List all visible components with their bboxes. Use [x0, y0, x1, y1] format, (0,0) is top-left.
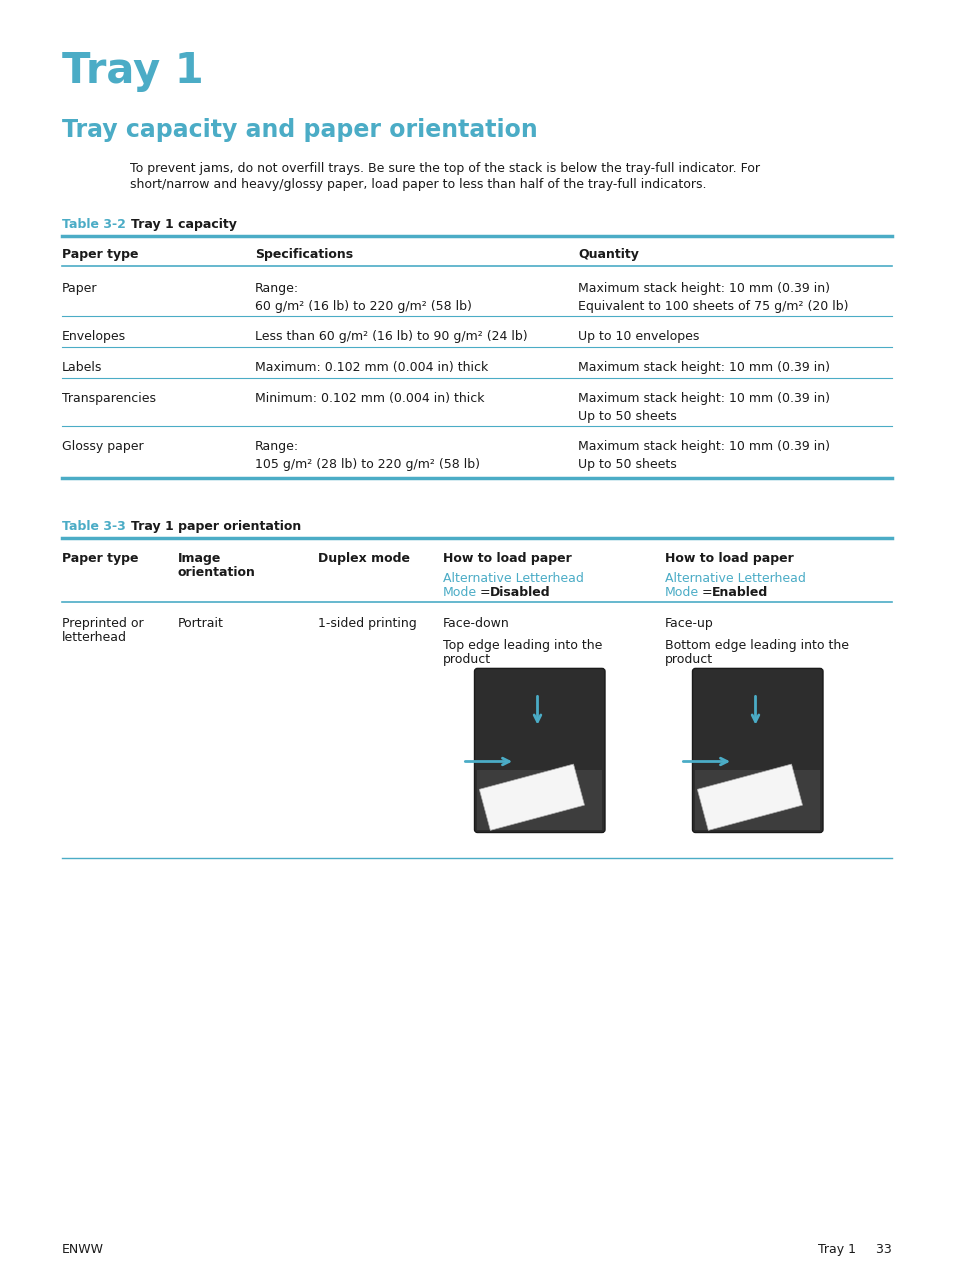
Text: Duplex mode: Duplex mode [317, 552, 410, 565]
Text: Minimum: 0.102 mm (0.004 in) thick: Minimum: 0.102 mm (0.004 in) thick [254, 392, 484, 405]
Text: Maximum stack height: 10 mm (0.39 in): Maximum stack height: 10 mm (0.39 in) [578, 392, 829, 405]
Text: How to load paper: How to load paper [442, 552, 571, 565]
Text: product: product [442, 653, 491, 665]
Text: Mode: Mode [664, 585, 699, 599]
FancyBboxPatch shape [692, 668, 822, 833]
Text: Maximum stack height: 10 mm (0.39 in): Maximum stack height: 10 mm (0.39 in) [578, 439, 829, 453]
Text: Tray 1 paper orientation: Tray 1 paper orientation [131, 519, 301, 533]
Text: =: = [701, 585, 716, 599]
Bar [477, 770, 601, 829]
Text: Range:: Range: [254, 282, 299, 295]
Text: orientation: orientation [178, 566, 255, 579]
Text: Envelopes: Envelopes [62, 330, 126, 343]
Text: Mode: Mode [442, 585, 476, 599]
Text: Up to 10 envelopes: Up to 10 envelopes [578, 330, 699, 343]
Text: Preprinted or: Preprinted or [62, 617, 144, 630]
Text: Tray 1 capacity: Tray 1 capacity [131, 218, 236, 231]
Text: Tray capacity and paper orientation: Tray capacity and paper orientation [62, 118, 537, 142]
Text: Paper type: Paper type [62, 552, 138, 565]
Bar [478, 765, 584, 831]
Text: Up to 50 sheets: Up to 50 sheets [578, 410, 676, 423]
Text: Bottom edge leading into the: Bottom edge leading into the [664, 639, 848, 652]
Text: Specifications: Specifications [254, 248, 353, 262]
Text: Paper type: Paper type [62, 248, 138, 262]
Text: Portrait: Portrait [178, 617, 224, 630]
Text: product: product [664, 653, 713, 665]
FancyBboxPatch shape [474, 668, 604, 833]
Text: Maximum stack height: 10 mm (0.39 in): Maximum stack height: 10 mm (0.39 in) [578, 361, 829, 373]
Text: Image: Image [178, 552, 221, 565]
Text: Table 3-2: Table 3-2 [62, 218, 126, 231]
Text: letterhead: letterhead [62, 631, 127, 644]
Text: 60 g/m² (16 lb) to 220 g/m² (58 lb): 60 g/m² (16 lb) to 220 g/m² (58 lb) [254, 300, 472, 312]
Text: How to load paper: How to load paper [664, 552, 793, 565]
Text: Alternative Letterhead: Alternative Letterhead [442, 572, 583, 585]
Text: Alternative Letterhead: Alternative Letterhead [664, 572, 805, 585]
Text: Face-down: Face-down [442, 617, 509, 630]
Bar [695, 770, 820, 829]
Text: Glossy paper: Glossy paper [62, 439, 144, 453]
Text: Less than 60 g/m² (16 lb) to 90 g/m² (24 lb): Less than 60 g/m² (16 lb) to 90 g/m² (24… [254, 330, 527, 343]
Text: Range:: Range: [254, 439, 299, 453]
Text: short/narrow and heavy/glossy paper, load paper to less than half of the tray-fu: short/narrow and heavy/glossy paper, loa… [130, 178, 706, 190]
Bar [697, 765, 801, 831]
Text: Equivalent to 100 sheets of 75 g/m² (20 lb): Equivalent to 100 sheets of 75 g/m² (20 … [578, 300, 847, 312]
Text: To prevent jams, do not overfill trays. Be sure the top of the stack is below th: To prevent jams, do not overfill trays. … [130, 163, 760, 175]
Text: Transparencies: Transparencies [62, 392, 156, 405]
Text: Tray 1     33: Tray 1 33 [818, 1243, 891, 1256]
Text: Quantity: Quantity [578, 248, 639, 262]
Text: Maximum: 0.102 mm (0.004 in) thick: Maximum: 0.102 mm (0.004 in) thick [254, 361, 488, 373]
Text: Top edge leading into the: Top edge leading into the [442, 639, 601, 652]
Text: Face-up: Face-up [664, 617, 713, 630]
Text: Enabled: Enabled [711, 585, 767, 599]
Text: Table 3-3: Table 3-3 [62, 519, 126, 533]
Text: =: = [479, 585, 494, 599]
Text: Up to 50 sheets: Up to 50 sheets [578, 458, 676, 471]
Text: Tray 1: Tray 1 [62, 50, 204, 91]
Text: Disabled: Disabled [490, 585, 550, 599]
Text: 1-sided printing: 1-sided printing [317, 617, 416, 630]
Text: ENWW: ENWW [62, 1243, 104, 1256]
Text: 105 g/m² (28 lb) to 220 g/m² (58 lb): 105 g/m² (28 lb) to 220 g/m² (58 lb) [254, 458, 479, 471]
Text: Labels: Labels [62, 361, 102, 373]
Text: Paper: Paper [62, 282, 97, 295]
Text: Maximum stack height: 10 mm (0.39 in): Maximum stack height: 10 mm (0.39 in) [578, 282, 829, 295]
